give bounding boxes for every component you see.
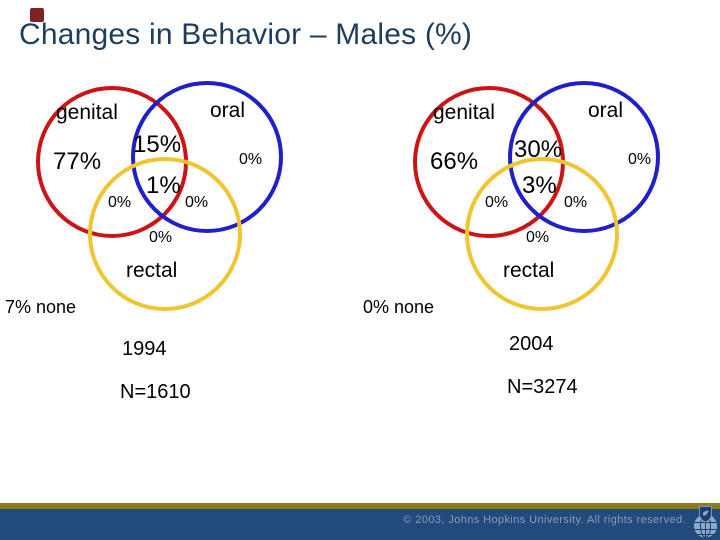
none-label-2004: 0% none	[363, 297, 435, 317]
oral-rectal-value: 0%	[564, 194, 588, 211]
genital-only-value: 66%	[430, 148, 479, 175]
bird-icon	[702, 510, 709, 516]
all-three-value: 1%	[146, 172, 181, 199]
rectal-label: rectal	[503, 259, 555, 282]
title-accent-square	[30, 8, 44, 22]
n-caption-2004: N=3274	[507, 376, 578, 398]
oral-label: oral	[588, 99, 624, 122]
rectal-only-value: 0%	[149, 229, 173, 246]
footer-bar	[0, 509, 720, 540]
rectal-only-value: 0%	[526, 229, 550, 246]
rectal-label: rectal	[126, 259, 178, 282]
genital-label: genital	[433, 101, 495, 124]
year-caption-2004: 2004	[509, 333, 554, 355]
n-caption-1994: N=1610	[120, 381, 191, 403]
oral-label: oral	[210, 99, 246, 122]
rectal-circle-1994	[88, 157, 242, 311]
oral-rectal-value: 0%	[185, 194, 209, 211]
rectal-circle-2004	[465, 157, 619, 311]
slide-title: Changes in Behavior – Males (%)	[19, 18, 473, 51]
year-caption-1994: 1994	[122, 338, 167, 360]
johns-hopkins-globe-logo	[693, 506, 718, 538]
genital-oral-value: 30%	[514, 136, 563, 163]
genital-oral-value: 15%	[133, 131, 182, 158]
genital-label: genital	[56, 101, 118, 124]
none-label-1994: 7% none	[5, 297, 77, 317]
oral-only-value: 0%	[239, 151, 263, 168]
genital-only-value: 77%	[53, 148, 102, 175]
genital-rectal-value: 0%	[485, 194, 509, 211]
all-three-value: 3%	[522, 172, 557, 199]
genital-rectal-value: 0%	[108, 194, 132, 211]
oral-only-value: 0%	[628, 151, 652, 168]
footer-gold-stripe	[0, 503, 720, 509]
footer-copyright: © 2003, Johns Hopkins University. All ri…	[403, 514, 686, 526]
